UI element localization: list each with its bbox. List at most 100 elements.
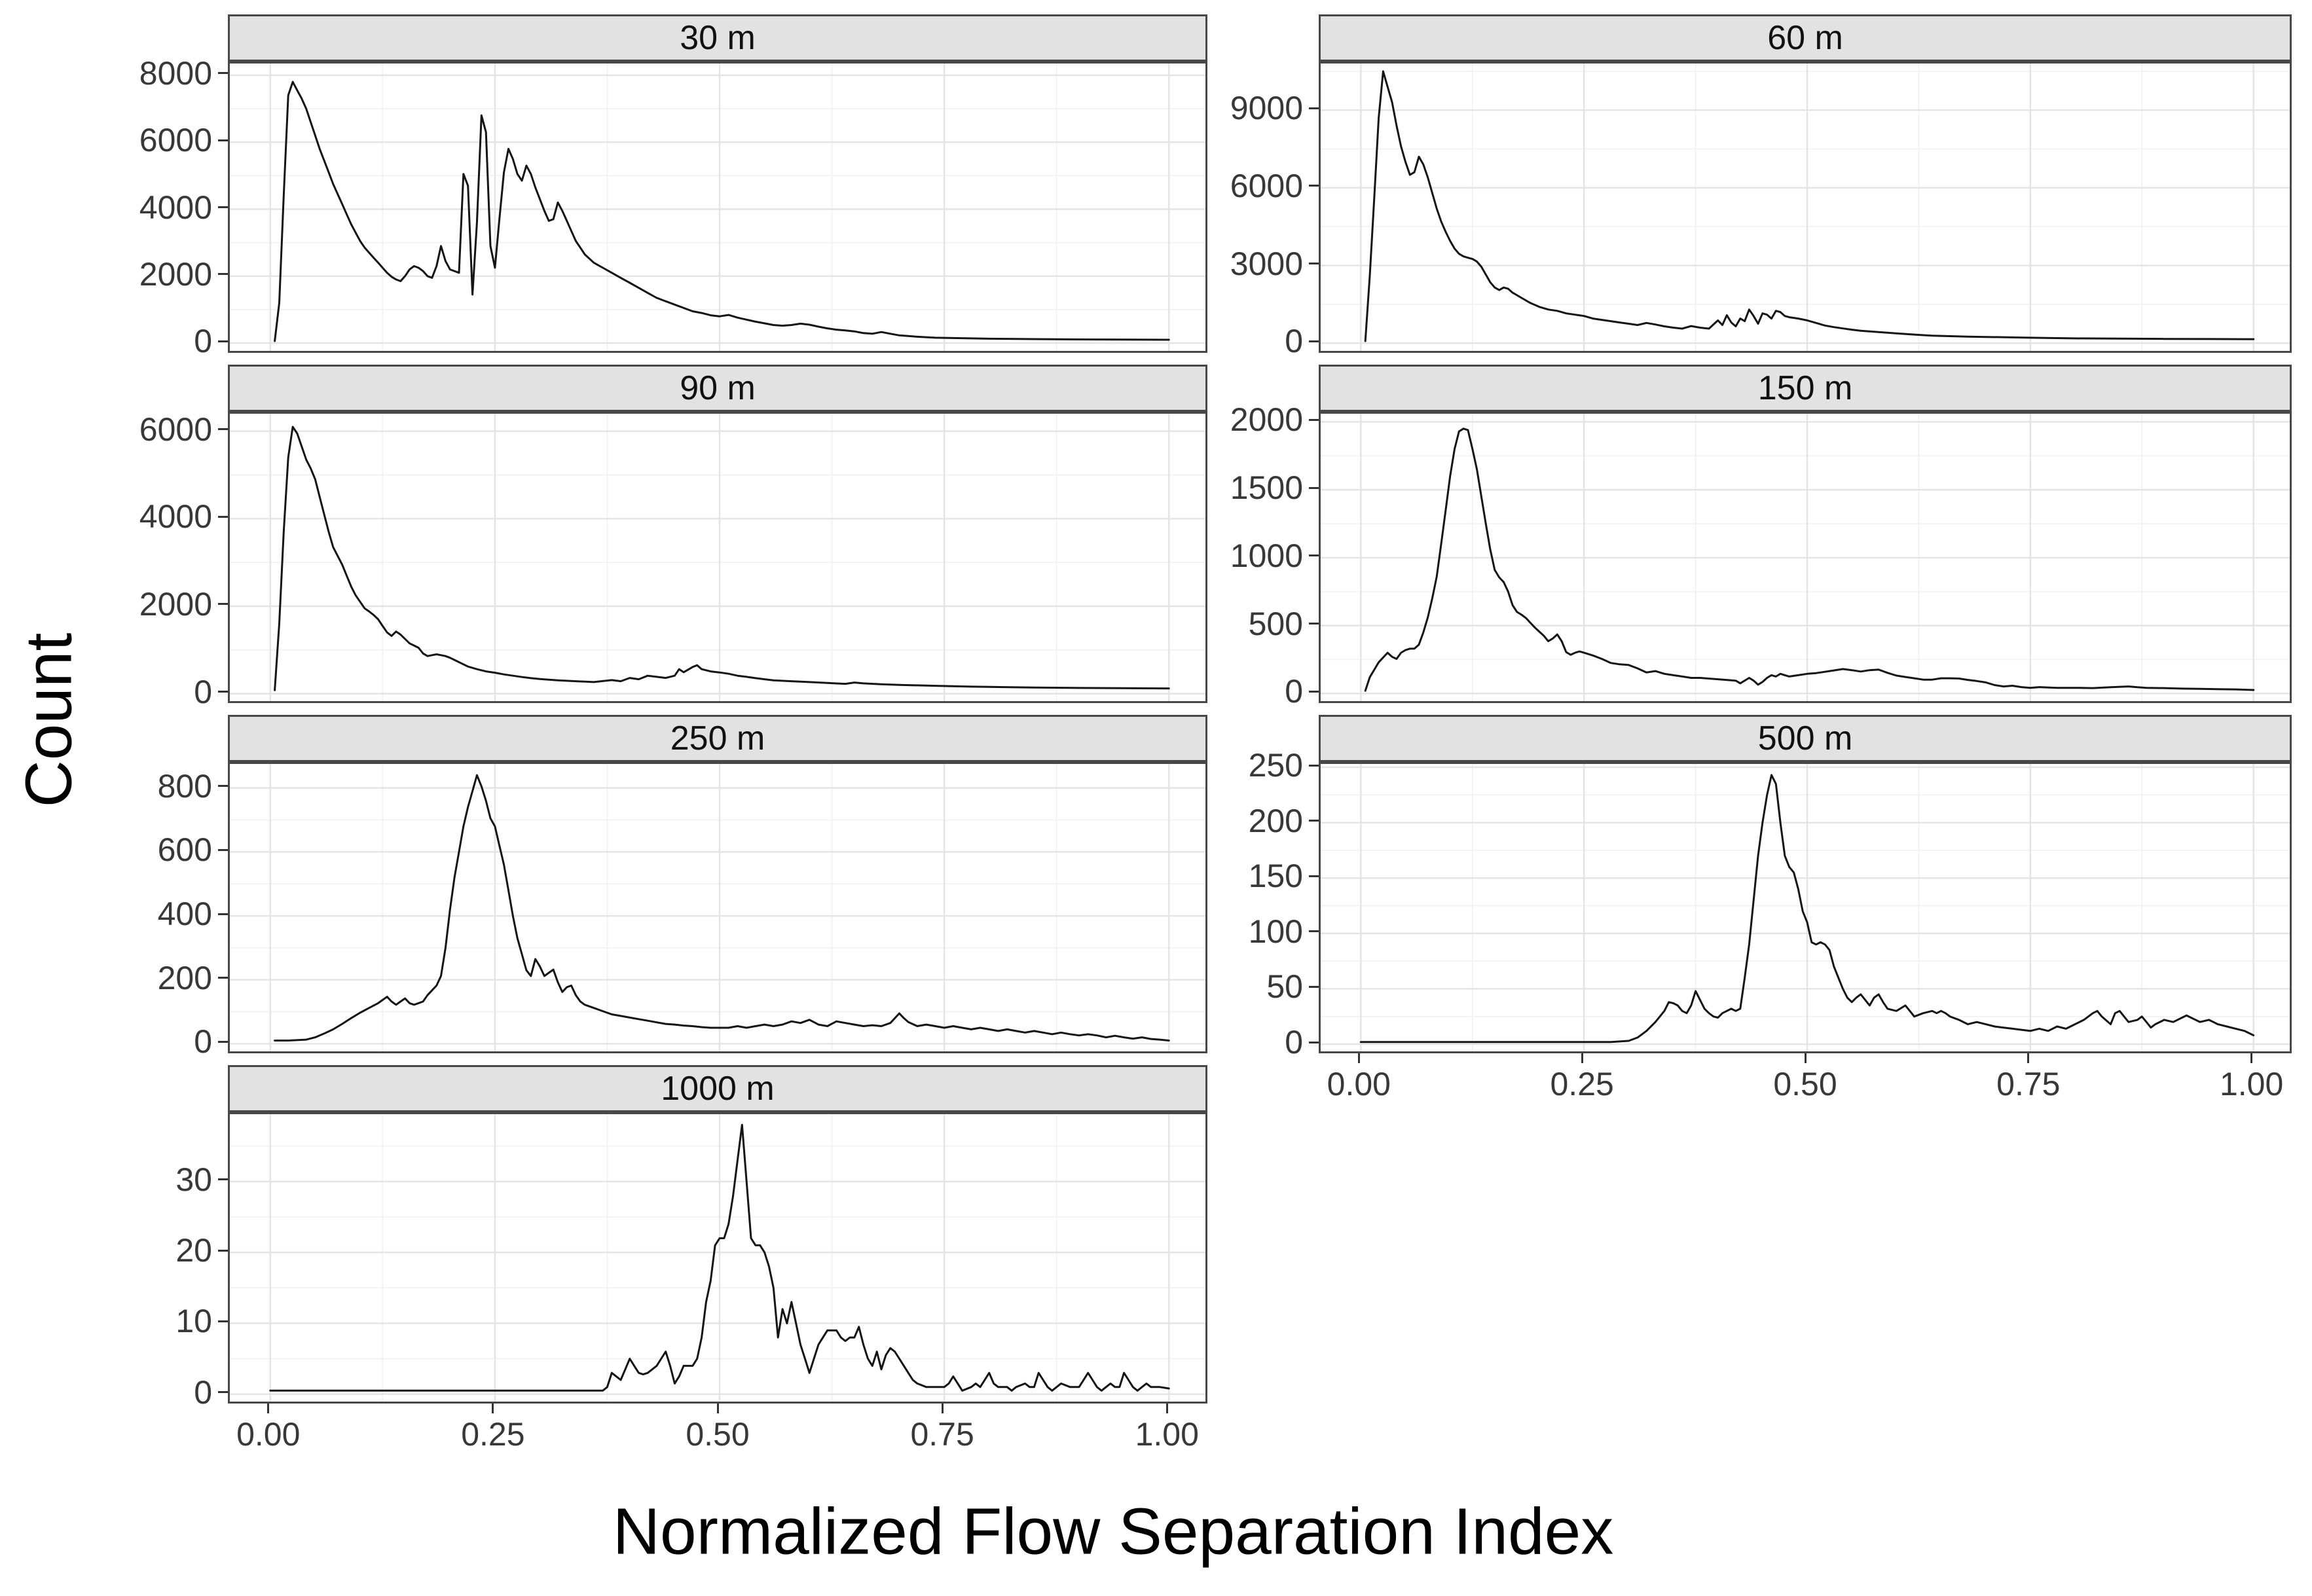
- frequency-polygon-line: [274, 774, 1170, 1042]
- y-axis-tick-mark: [1309, 985, 1319, 988]
- x-axis-tick-mark: [716, 1404, 719, 1413]
- y-axis-tick-label: 100: [1248, 913, 1303, 950]
- frequency-polygon-line: [274, 426, 1170, 691]
- y-axis-tick-label: 6000: [1230, 167, 1303, 204]
- y-axis-tick-label: 3000: [1230, 245, 1303, 282]
- y-axis-tick-label: 4000: [139, 189, 212, 226]
- y-axis-tick-mark: [1309, 486, 1319, 489]
- plot-area: [1319, 62, 2292, 353]
- x-axis-tick-mark: [492, 1404, 494, 1413]
- x-axis-tick-mark: [1804, 1053, 1807, 1063]
- y-axis-tick-mark: [218, 691, 228, 693]
- y-axis-tick-mark: [1309, 340, 1319, 342]
- x-axis-tick-label: 0.75: [1996, 1066, 2061, 1102]
- frequency-polygon-line: [1364, 427, 2255, 692]
- x-axis-tick-mark: [2250, 1053, 2253, 1063]
- facet-strip: 60 m: [1319, 14, 2292, 62]
- x-axis-tick-label: 1.00: [1135, 1416, 1199, 1453]
- x-axis-tick-label: 0.50: [686, 1416, 750, 1453]
- x-axis-tick-mark: [267, 1404, 270, 1413]
- y-axis-tick-mark: [218, 913, 228, 915]
- y-axis-tick-label: 0: [1285, 673, 1303, 710]
- frequency-polygon-line: [269, 1123, 1170, 1392]
- y-axis-tick-mark: [218, 603, 228, 606]
- y-axis-tick-mark: [218, 139, 228, 141]
- y-axis-tick-label: 0: [1285, 323, 1303, 360]
- facet-strip: 1000 m: [228, 1065, 1207, 1112]
- y-axis-tick-label: 9000: [1230, 90, 1303, 127]
- y-axis-tick-mark: [1309, 690, 1319, 693]
- y-axis-tick-mark: [1309, 185, 1319, 187]
- y-axis-tick-mark: [218, 785, 228, 788]
- y-axis-tick-mark: [218, 1320, 228, 1322]
- y-axis-tick-mark: [1309, 930, 1319, 933]
- y-axis-tick-mark: [218, 848, 228, 851]
- y-axis-tick-label: 4000: [139, 498, 212, 535]
- frequency-polygon-line: [1364, 70, 2255, 342]
- x-axis-tick-label: 0.00: [1327, 1066, 1391, 1102]
- facet-strip-label: 1000 m: [661, 1070, 775, 1108]
- y-axis-tick-mark: [1309, 875, 1319, 877]
- y-axis-tick-label: 200: [1248, 802, 1303, 839]
- y-axis-tick-mark: [218, 1178, 228, 1181]
- y-axis-tick-label: 6000: [139, 122, 212, 159]
- x-axis-tick-label: 0.50: [1773, 1066, 1837, 1102]
- facet-strip-label: 30 m: [680, 19, 756, 57]
- y-axis-tick-label: 50: [1266, 968, 1303, 1006]
- y-axis-tick-mark: [218, 428, 228, 431]
- x-axis-tick-label: 0.25: [1550, 1066, 1614, 1102]
- y-axis-tick-mark: [218, 206, 228, 208]
- x-axis-tick-label: 0.75: [910, 1416, 974, 1453]
- x-axis-tick-mark: [1581, 1053, 1583, 1063]
- plot-area: [228, 762, 1207, 1053]
- facet-strip: 500 m: [1319, 715, 2292, 762]
- y-axis-tick-mark: [218, 273, 228, 276]
- y-axis-tick-mark: [218, 1249, 228, 1252]
- y-axis-tick-label: 10: [175, 1303, 212, 1340]
- plot-area: [1319, 412, 2292, 703]
- x-axis-tick-label: 0.25: [461, 1416, 525, 1453]
- plot-area: [1319, 762, 2292, 1053]
- y-axis-title: Count: [12, 632, 86, 808]
- y-axis-tick-mark: [218, 340, 228, 342]
- y-axis-tick-label: 400: [157, 896, 212, 933]
- y-axis-tick-label: 2000: [139, 585, 212, 623]
- y-axis-tick-label: 0: [1285, 1024, 1303, 1061]
- plot-area: [228, 1112, 1207, 1404]
- facet-strip-label: 500 m: [1757, 719, 1853, 757]
- y-axis-tick-mark: [218, 1040, 228, 1043]
- plot-area: [228, 62, 1207, 353]
- y-axis-tick-mark: [1309, 623, 1319, 625]
- y-axis-tick-label: 150: [1248, 858, 1303, 895]
- facet-strip-label: 90 m: [680, 369, 756, 407]
- y-axis-tick-mark: [218, 977, 228, 979]
- y-axis-tick-mark: [1309, 418, 1319, 421]
- x-axis-title: Normalized Flow Separation Index: [612, 1495, 1614, 1569]
- x-axis-tick-label: 1.00: [2219, 1066, 2284, 1102]
- y-axis-tick-label: 2000: [1230, 401, 1303, 439]
- frequency-polygon-line: [274, 81, 1170, 342]
- facet-strip-label: 150 m: [1757, 369, 1853, 407]
- y-axis-tick-mark: [1309, 107, 1319, 109]
- y-axis-tick-mark: [1309, 820, 1319, 822]
- y-axis-tick-label: 250: [1248, 747, 1303, 784]
- y-axis-tick-mark: [1309, 263, 1319, 265]
- facet-strip: 30 m: [228, 14, 1207, 62]
- facet-strip-label: 250 m: [670, 719, 765, 757]
- y-axis-tick-label: 0: [194, 1373, 212, 1411]
- y-axis-tick-mark: [1309, 764, 1319, 767]
- y-axis-tick-label: 0: [194, 323, 212, 360]
- y-axis-tick-mark: [218, 515, 228, 518]
- facet-strip-label: 60 m: [1767, 19, 1843, 57]
- y-axis-tick-label: 30: [175, 1161, 212, 1198]
- x-axis-tick-mark: [1357, 1053, 1360, 1063]
- x-axis-tick-mark: [941, 1404, 944, 1413]
- facet-strip: 150 m: [1319, 365, 2292, 412]
- y-axis-tick-label: 6000: [139, 410, 212, 448]
- facet-strip: 90 m: [228, 365, 1207, 412]
- y-axis-tick-mark: [218, 1391, 228, 1394]
- x-axis-tick-mark: [2027, 1053, 2030, 1063]
- y-axis-tick-label: 0: [194, 673, 212, 710]
- y-axis-tick-label: 2000: [139, 255, 212, 293]
